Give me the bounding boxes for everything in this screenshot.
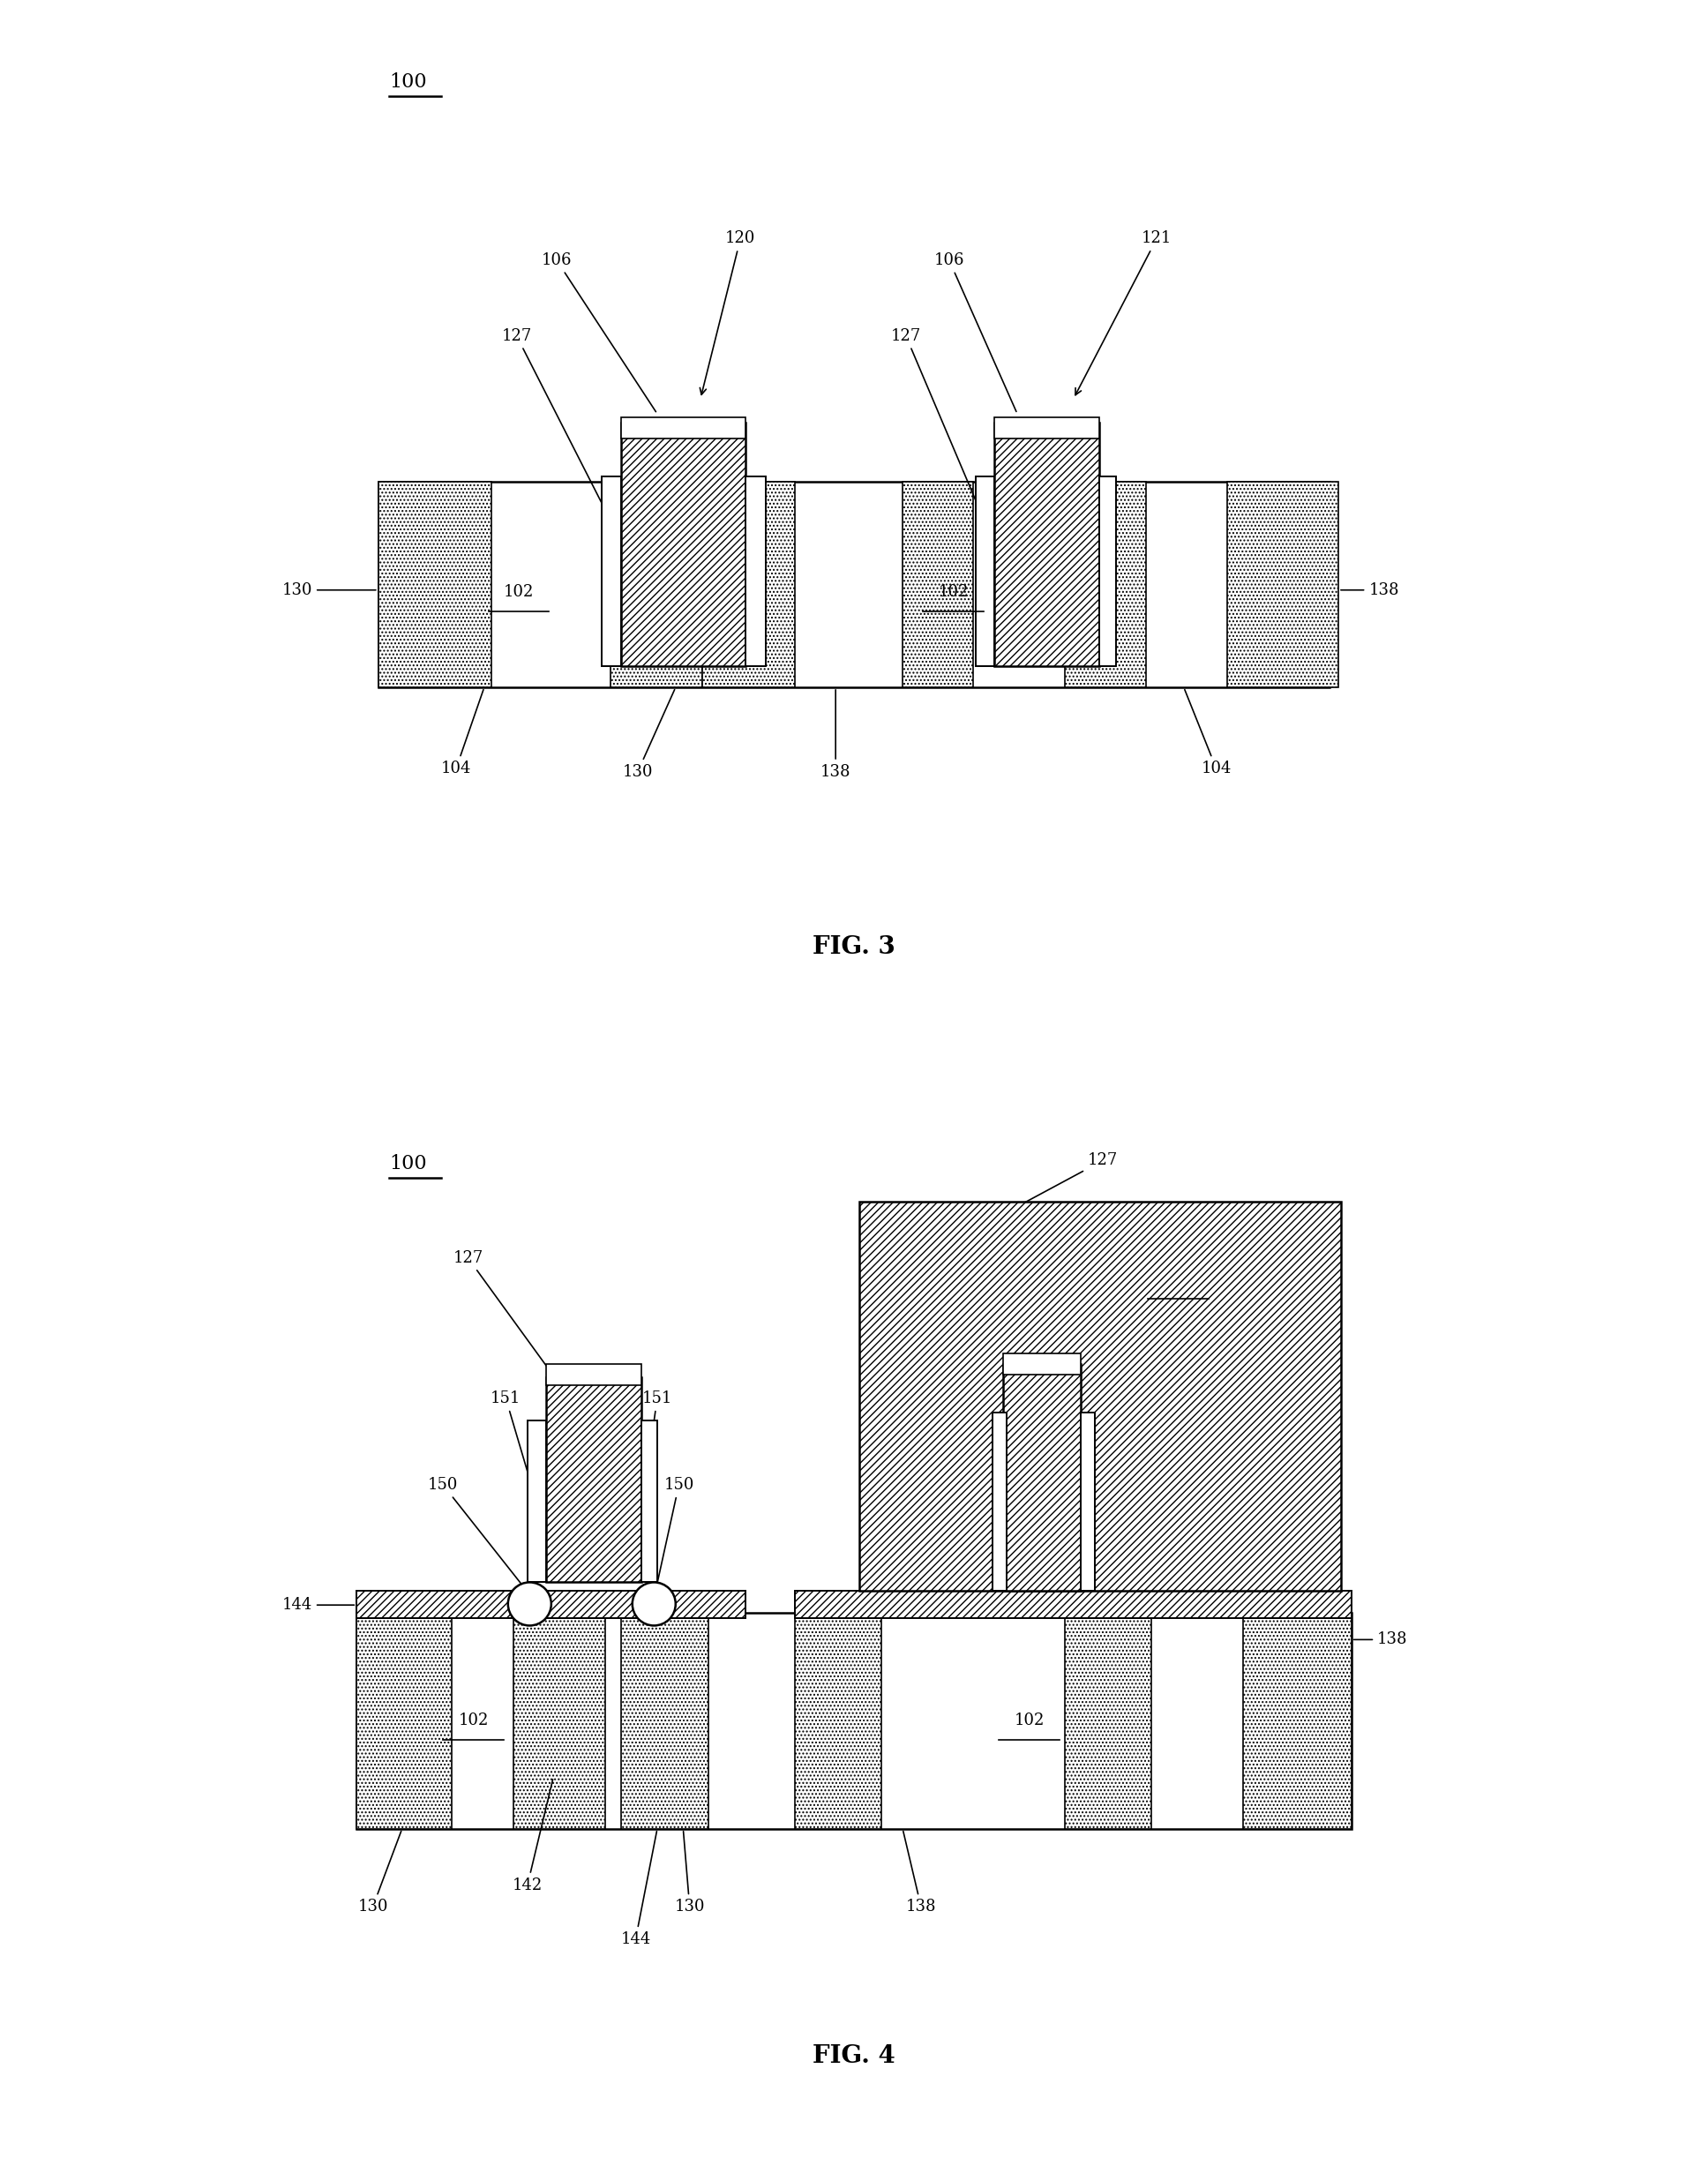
Bar xyxy=(992,1413,1006,1590)
Text: 150: 150 xyxy=(654,1477,693,1590)
Text: 130: 130 xyxy=(282,582,376,598)
Text: 102: 102 xyxy=(458,1712,488,1730)
Text: 102: 102 xyxy=(938,585,968,600)
Text: 127: 127 xyxy=(453,1250,555,1378)
Text: 150: 150 xyxy=(429,1477,526,1590)
Bar xyxy=(746,475,765,665)
Text: 130: 130 xyxy=(357,1832,401,1915)
Bar xyxy=(377,482,1331,687)
Bar xyxy=(601,475,622,665)
Bar xyxy=(702,482,794,687)
Bar xyxy=(640,1420,658,1581)
Bar xyxy=(994,417,1100,438)
Text: 104: 104 xyxy=(441,689,483,776)
Bar xyxy=(622,417,746,438)
Text: FIG. 4: FIG. 4 xyxy=(813,2044,895,2068)
Bar xyxy=(547,1376,640,1581)
Text: 100: 100 xyxy=(389,1154,427,1173)
Text: 136: 136 xyxy=(1163,1272,1194,1287)
Text: 106: 106 xyxy=(541,253,656,412)
Bar xyxy=(859,1202,1341,1590)
Text: 106: 106 xyxy=(934,253,1016,412)
Text: 127: 127 xyxy=(502,327,606,513)
Text: 138: 138 xyxy=(904,1832,936,1915)
Text: 130: 130 xyxy=(622,689,675,779)
Bar xyxy=(357,1612,1351,1830)
Bar xyxy=(1064,482,1146,687)
Text: 127: 127 xyxy=(892,327,980,513)
Text: 144: 144 xyxy=(620,1832,658,1948)
Text: 130: 130 xyxy=(675,1832,705,1915)
Bar xyxy=(622,1618,709,1830)
Text: 138: 138 xyxy=(820,689,851,779)
Bar xyxy=(1226,482,1339,687)
Bar xyxy=(622,423,746,665)
Text: FIG. 3: FIG. 3 xyxy=(813,936,895,960)
Text: 100: 100 xyxy=(389,72,427,92)
Bar xyxy=(547,1363,640,1385)
Bar xyxy=(1064,1618,1151,1830)
Text: 102: 102 xyxy=(1015,1712,1044,1730)
Text: 102: 102 xyxy=(504,585,535,600)
Bar xyxy=(1006,1367,1079,1588)
Bar xyxy=(611,482,702,687)
Text: 121: 121 xyxy=(1076,231,1172,395)
Circle shape xyxy=(632,1581,676,1625)
Text: 127: 127 xyxy=(1018,1154,1117,1206)
Bar xyxy=(1100,475,1115,665)
Bar xyxy=(994,423,1100,665)
Bar xyxy=(514,1618,605,1830)
Bar xyxy=(902,482,974,687)
Text: 144: 144 xyxy=(282,1596,354,1614)
Bar xyxy=(357,1618,453,1830)
Bar xyxy=(1003,1363,1081,1590)
Text: 138: 138 xyxy=(1341,582,1399,598)
Text: 138: 138 xyxy=(1354,1631,1407,1647)
Bar xyxy=(1243,1618,1351,1830)
Text: 104: 104 xyxy=(1185,689,1231,776)
Text: 120: 120 xyxy=(700,231,755,395)
Bar xyxy=(357,1590,746,1618)
Bar xyxy=(1081,1413,1095,1590)
Bar xyxy=(528,1420,547,1581)
Text: 142: 142 xyxy=(512,1780,553,1893)
Bar xyxy=(377,482,492,687)
Text: 151: 151 xyxy=(642,1391,673,1503)
Bar xyxy=(1003,1352,1081,1374)
Bar xyxy=(794,1618,881,1830)
Bar xyxy=(977,475,994,665)
Circle shape xyxy=(507,1581,552,1625)
Bar xyxy=(794,1590,1351,1618)
Text: 151: 151 xyxy=(490,1391,536,1503)
